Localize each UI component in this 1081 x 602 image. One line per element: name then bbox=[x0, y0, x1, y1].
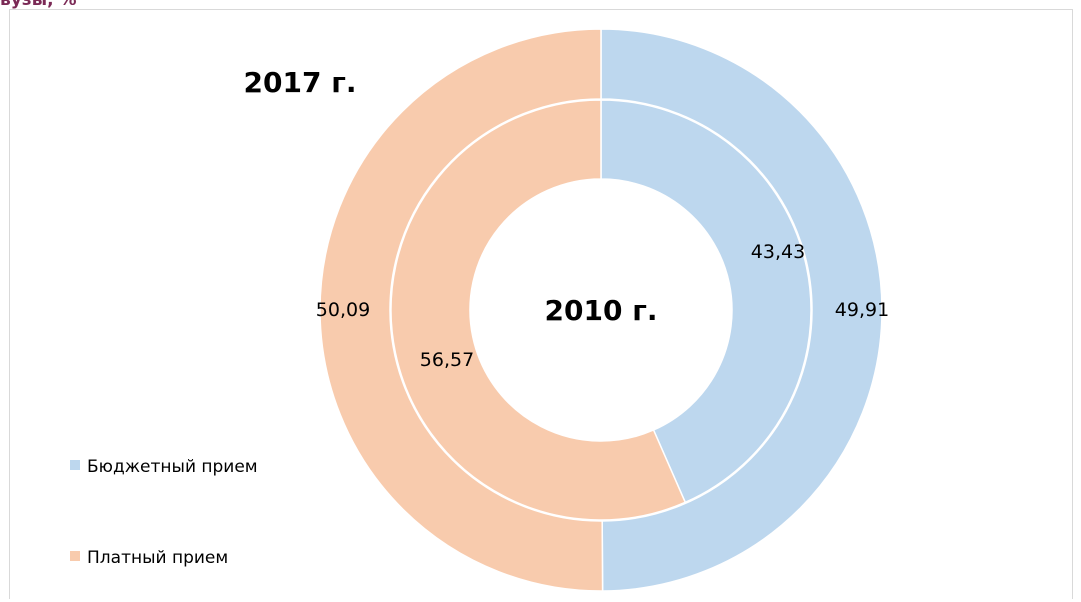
chart-frame bbox=[9, 9, 1073, 599]
legend-swatch-budget bbox=[70, 460, 80, 470]
inner-ring-label: 2010 г. bbox=[545, 294, 658, 327]
legend: Бюджетный прием Платный прием bbox=[70, 457, 258, 568]
outer-ring-value-label-paid: 50,09 bbox=[316, 299, 370, 321]
outer-ring-value-label-budget: 49,91 bbox=[835, 299, 889, 321]
outer-ring-label: 2017 г. bbox=[244, 66, 357, 99]
chart-caption: вузы, % bbox=[0, 0, 77, 10]
inner-ring-value-label-paid: 56,57 bbox=[420, 349, 474, 371]
legend-item-budget: Бюджетный прием bbox=[87, 457, 258, 477]
outer-ring-slice-paid bbox=[319, 28, 604, 592]
value-labels: 49,91 50,09 43,43 56,57 bbox=[316, 241, 889, 371]
legend-swatch-paid bbox=[70, 551, 80, 561]
outer-ring-slice-budget bbox=[600, 28, 883, 592]
chart-slices bbox=[319, 28, 883, 592]
inner-ring-slice-budget bbox=[600, 99, 812, 504]
legend-item-paid: Платный прием bbox=[87, 548, 228, 568]
inner-ring-slice-paid bbox=[390, 99, 687, 521]
inner-ring-value-label-budget: 43,43 bbox=[751, 241, 805, 263]
